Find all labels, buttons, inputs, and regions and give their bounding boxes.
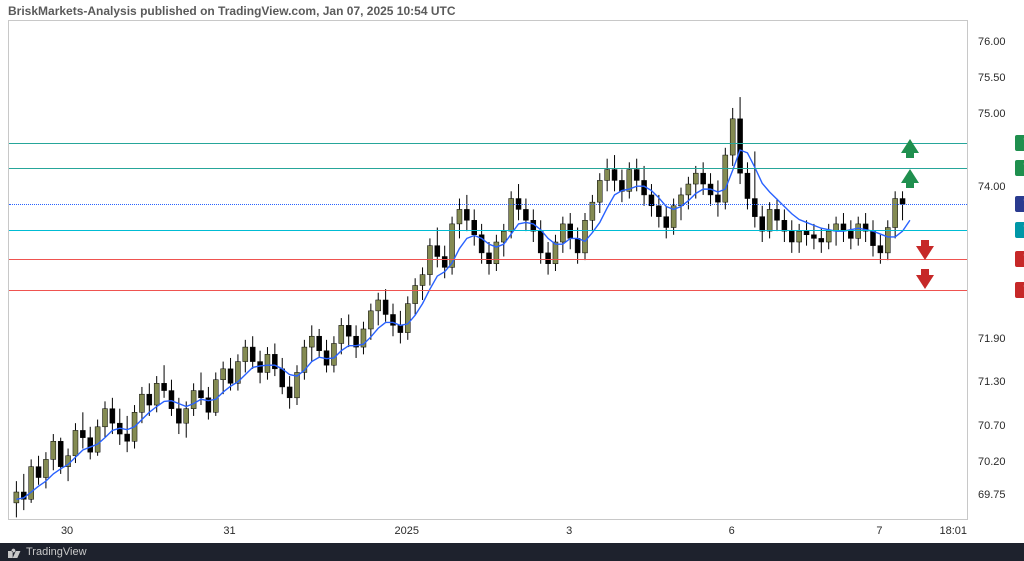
- arrow-up-icon: [901, 139, 919, 153]
- footer-bar: TradingView: [0, 543, 1024, 561]
- horizontal-level-line: [9, 290, 967, 291]
- publish-header: BriskMarkets-Analysis published on Tradi…: [8, 4, 456, 18]
- y-axis: 69.75 70.20 70.70 71.30 71.90 74.00 75.00 75.50…: [968, 20, 1018, 520]
- price-plot: [9, 21, 969, 521]
- horizontal-level-line: [9, 143, 967, 144]
- arrow-up-icon: [901, 169, 919, 183]
- footer-brand: TradingView: [26, 546, 87, 558]
- y-axis-tick: 76.00: [978, 36, 1006, 48]
- x-axis: 30 31 2025 3 6 7 18:01: [8, 525, 968, 545]
- y-axis-tick: 75.50: [978, 72, 1006, 84]
- x-axis-tick: 3: [566, 525, 572, 537]
- x-axis-tick: 18:01: [939, 525, 967, 537]
- x-axis-tick: 6: [729, 525, 735, 537]
- horizontal-level-line: [9, 259, 967, 260]
- chart-area[interactable]: 74.6174.2773.7773.4173.0172.59: [8, 20, 968, 520]
- y-axis-tick: 74.00: [978, 181, 1006, 193]
- y-axis-tick: 70.20: [978, 456, 1006, 468]
- horizontal-level-line: [9, 168, 967, 169]
- horizontal-level-line: [9, 204, 967, 205]
- x-axis-tick: 2025: [395, 525, 419, 537]
- y-axis-tick: 70.70: [978, 420, 1006, 432]
- horizontal-level-line: [9, 230, 967, 231]
- y-axis-tick: 71.30: [978, 376, 1006, 388]
- x-axis-tick: 7: [876, 525, 882, 537]
- tradingview-logo-icon: [8, 545, 22, 559]
- arrow-down-icon: [916, 246, 934, 260]
- y-axis-tick: 75.00: [978, 108, 1006, 120]
- x-axis-tick: 31: [223, 525, 235, 537]
- x-axis-tick: 30: [61, 525, 73, 537]
- y-axis-tick: 71.90: [978, 333, 1006, 345]
- publish-text: BriskMarkets-Analysis published on Tradi…: [8, 4, 456, 18]
- arrow-down-icon: [916, 275, 934, 289]
- y-axis-tick: 69.75: [978, 489, 1006, 501]
